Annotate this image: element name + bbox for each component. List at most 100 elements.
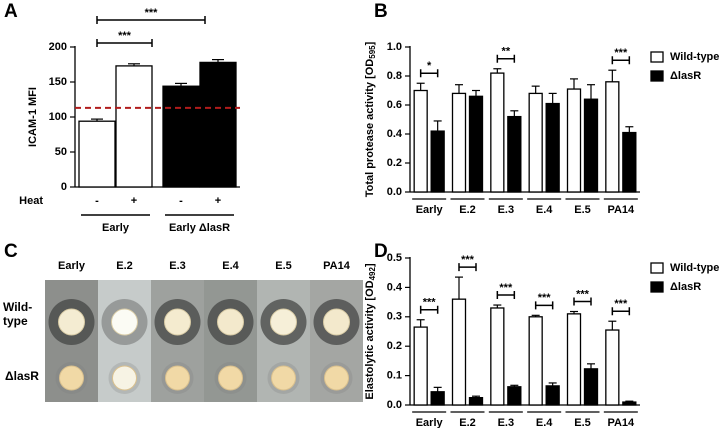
bar	[507, 386, 522, 406]
significance-bracket	[496, 54, 516, 63]
y-axis-title-text: Total protease activity [OD	[364, 59, 376, 198]
error-bar	[531, 314, 540, 317]
colony	[58, 308, 85, 336]
x-tick-label: PA14	[607, 204, 635, 216]
y-tick-label: 0.1	[387, 370, 402, 382]
y-tick-label: 0.5	[387, 252, 402, 264]
significance-label: ***	[614, 47, 628, 59]
bar	[583, 368, 599, 406]
x-tick-label: E.3	[498, 204, 515, 216]
error-bar	[608, 69, 617, 82]
significance-label: *	[427, 60, 432, 72]
colony	[111, 308, 138, 336]
error-bar	[587, 363, 595, 369]
bar	[605, 329, 620, 406]
column-label: E.4	[222, 260, 239, 272]
error-bar	[548, 382, 557, 386]
significance-label: ***	[461, 254, 475, 266]
y-tick-label: 100	[49, 111, 67, 123]
error-bar	[455, 84, 463, 94]
y-axis-title-suffix: ]	[364, 263, 376, 267]
colony	[164, 308, 191, 336]
y-axis-title: ICAM-1 MFI	[27, 87, 39, 147]
x-tick-label: E.5	[574, 417, 591, 428]
group-label: Early ΔlasR	[169, 222, 230, 234]
bar	[115, 65, 153, 188]
error-bar	[455, 276, 463, 300]
y-tick-label: 0.4	[387, 128, 403, 140]
y-axis-title-suffix: ]	[364, 41, 376, 45]
x-tick-label: PA14	[607, 417, 635, 428]
bar	[490, 72, 505, 193]
colony	[270, 308, 297, 336]
colony	[112, 365, 137, 391]
error-bar	[510, 110, 519, 117]
significance-bracket	[611, 56, 631, 65]
significance-label: ***	[145, 7, 159, 19]
y-tick-label: 0.2	[387, 157, 402, 169]
column-label: E.2	[116, 260, 133, 272]
error-bar	[433, 120, 442, 132]
bar	[622, 131, 637, 193]
error-bar	[548, 92, 557, 104]
panel-label: D	[374, 241, 388, 262]
error-bar	[212, 58, 224, 63]
y-axis-title: Elastolytic activity [OD492]	[364, 263, 377, 400]
bar	[430, 130, 445, 193]
x-tick-label: E.4	[536, 417, 553, 428]
x-tick-label: Early	[416, 204, 444, 216]
column-label: PA14	[323, 260, 351, 272]
row-label: ΔlasR	[5, 369, 39, 383]
y-tick-label: 0.3	[387, 311, 402, 323]
colony	[217, 308, 244, 336]
significance-bracket	[611, 307, 631, 316]
group-label: Early	[102, 222, 130, 234]
error-bar	[416, 319, 425, 328]
x-tick-label: E.2	[459, 204, 476, 216]
error-bar	[175, 82, 187, 87]
bar	[430, 391, 445, 406]
significance-label: ***	[423, 297, 437, 309]
bar	[528, 92, 543, 193]
error-bar	[493, 304, 502, 308]
column-label: Early	[58, 260, 86, 272]
panel-label: A	[4, 1, 18, 22]
bar	[528, 316, 543, 406]
y-axis-title-text: ICAM-1 MFI	[27, 87, 39, 147]
error-bar	[416, 82, 425, 91]
y-axis-title-text: Elastolytic activity [OD	[364, 280, 376, 399]
error-bar	[570, 310, 578, 314]
column-label: E.3	[169, 260, 186, 272]
bar	[490, 307, 505, 406]
x-tick-label: Early	[416, 417, 444, 428]
y-tick-label: 0.2	[387, 340, 402, 352]
y-tick-label: 1.0	[387, 41, 402, 53]
bar	[199, 61, 237, 188]
y-axis-title: Total protease activity [OD595]	[364, 41, 377, 197]
significance-bracket	[534, 301, 554, 310]
significance-bracket	[496, 291, 516, 300]
bar	[507, 115, 522, 193]
legend-swatch	[650, 51, 664, 63]
legend-label: ΔlasR	[670, 70, 701, 82]
legend-label: ΔlasR	[670, 281, 701, 293]
significance-bracket	[96, 16, 206, 24]
significance-label: ***	[538, 292, 552, 304]
significance-bracket	[573, 297, 592, 306]
error-bar	[608, 320, 617, 331]
bar	[451, 92, 467, 193]
significance-label: ***	[576, 288, 590, 300]
y-tick-label: 200	[49, 41, 67, 53]
legend-label: Wild-type	[670, 51, 719, 63]
bar	[583, 98, 599, 193]
significance-bracket	[419, 305, 439, 314]
bar	[545, 385, 560, 406]
bar	[468, 95, 484, 193]
x-tick-label: E.4	[536, 204, 553, 216]
column-label: E.5	[275, 260, 292, 272]
x-tick-label: E.2	[459, 417, 476, 428]
y-axis-title-sub: 492	[368, 267, 377, 281]
y-axis-title-sub: 595	[368, 45, 377, 59]
y-tick-label: 0.8	[387, 70, 402, 82]
